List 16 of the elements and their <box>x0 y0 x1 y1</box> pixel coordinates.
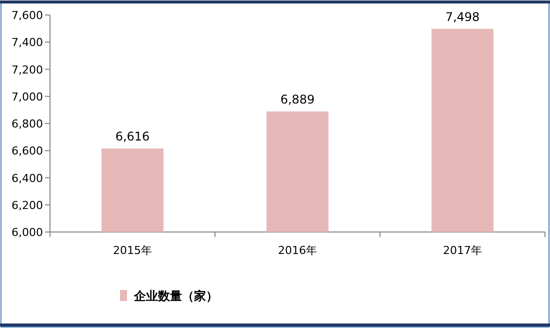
x-tick-label: 2017年 <box>443 244 482 257</box>
y-tick-label: 7,200 <box>12 63 43 76</box>
y-tick-label: 6,400 <box>12 172 43 185</box>
data-label: 6,889 <box>280 92 315 106</box>
x-tick-label: 2016年 <box>278 244 317 257</box>
x-tick-label: 2015年 <box>113 244 152 257</box>
y-tick-label: 7,600 <box>12 9 43 22</box>
y-tick-label: 6,200 <box>12 198 43 212</box>
y-tick-label: 7,400 <box>12 36 43 50</box>
data-label: 7,498 <box>445 10 480 24</box>
y-tick-label: 6,000 <box>12 226 43 239</box>
y-tick-label: 7,000 <box>12 90 43 104</box>
y-tick-label: 6,600 <box>12 144 43 158</box>
y-tick-label: 6,800 <box>12 118 43 130</box>
data-label: 6,616 <box>115 129 150 144</box>
legend-label: 企业数量（家） <box>133 289 218 303</box>
